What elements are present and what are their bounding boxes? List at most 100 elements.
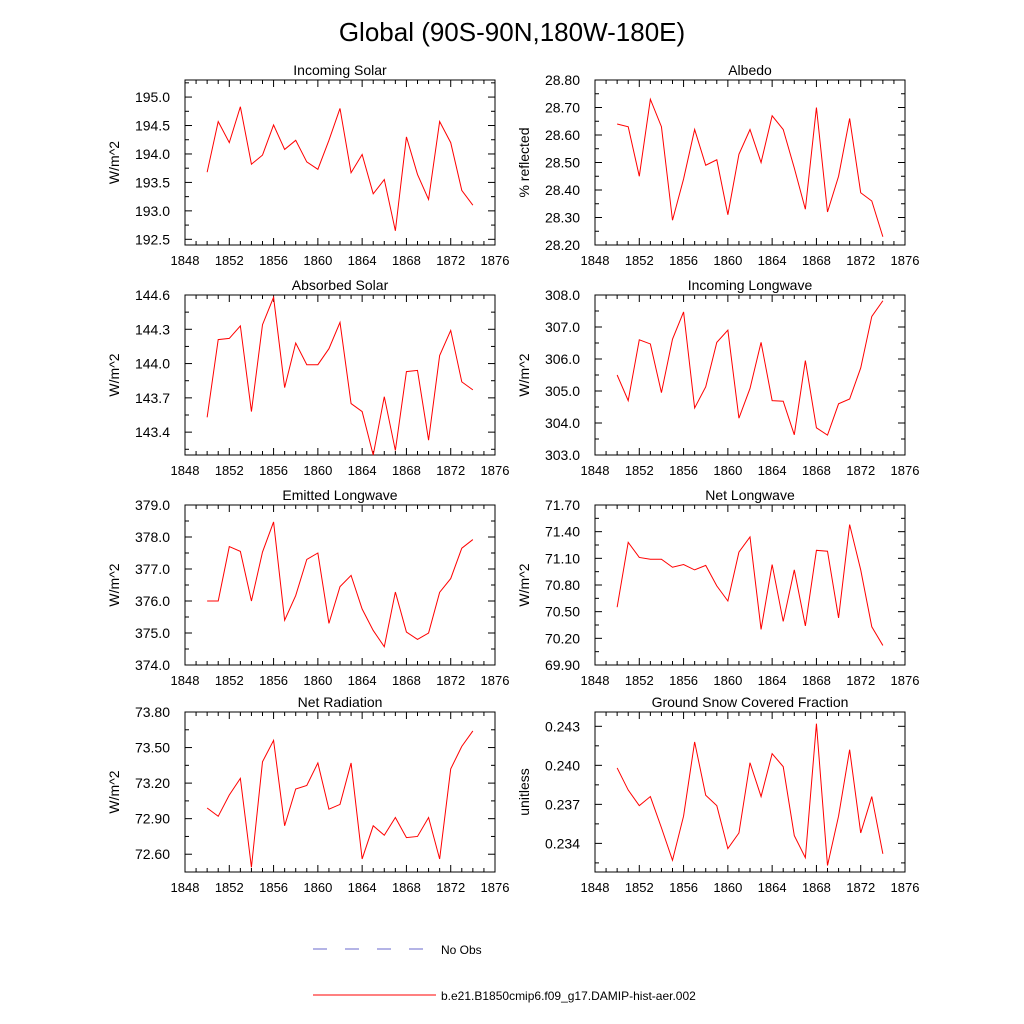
x-tick-label: 1860 [303,880,332,895]
y-tick-label: 376.0 [135,593,170,609]
series-line [617,97,884,237]
x-tick-label: 1876 [481,673,510,688]
y-tick-label: 307.0 [545,319,580,335]
y-tick-label: 28.70 [545,100,580,116]
x-tick-label: 1868 [802,880,831,895]
x-tick-label: 1872 [436,253,465,268]
x-tick-label: 1868 [802,673,831,688]
series-line [616,723,884,866]
chart-panels: Incoming Solar W/m^2 1848 1852 1856 1860 1864 1… [106,62,919,895]
plot-frame [184,79,496,246]
y-axis-label: W/m^2 [106,770,122,813]
y-tick-label: 377.0 [135,561,170,577]
y-axis-label: W/m^2 [106,563,122,606]
y-tick-label: 375.0 [135,625,170,641]
x-tick-label: 1864 [758,673,787,688]
chart-panel: Ground Snow Covered Fraction unitless 1848… [516,694,919,895]
x-tick-label: 1848 [581,463,610,478]
x-tick-label: 1856 [259,253,288,268]
y-tick-label: 71.70 [545,497,580,513]
chart-panel: Albedo % reflected 1848 1852 1856 1860 1864 186… [516,62,919,268]
y-tick-label: 70.20 [545,630,580,646]
y-axis-label: unitless [516,768,532,815]
y-tick-label: 144.0 [135,356,170,372]
plot-frame [594,711,906,873]
x-tick-label: 1860 [713,463,742,478]
chart-panel: Incoming Solar W/m^2 1848 1852 1856 1860 1864 1… [106,62,509,268]
x-tick-label: 1852 [625,253,654,268]
y-tick-label: 143.4 [135,424,170,440]
x-tick-label: 1860 [303,463,332,478]
panel-title: Incoming Solar [293,62,387,78]
x-tick-label: 1868 [392,463,421,478]
x-tick-label: 1876 [481,463,510,478]
x-tick-label: 1856 [259,463,288,478]
legend-no-obs-label: No Obs [441,943,482,957]
x-tick-label: 1872 [436,463,465,478]
x-tick-label: 1876 [481,880,510,895]
y-tick-label: 304.0 [545,415,580,431]
x-tick-label: 1852 [625,673,654,688]
series-line [206,295,474,456]
x-tick-label: 1868 [392,253,421,268]
y-tick-label: 73.20 [135,775,170,791]
x-tick-label: 1856 [259,673,288,688]
y-tick-label: 69.90 [545,657,580,673]
y-axis-label: W/m^2 [516,563,532,606]
x-tick-label: 1864 [348,880,377,895]
y-axis-label: W/m^2 [516,353,532,396]
x-tick-label: 1856 [669,673,698,688]
figure-title: Global (90S-90N,180W-180E) [339,17,685,47]
y-tick-label: 71.40 [545,524,580,540]
y-tick-label: 192.5 [135,231,170,247]
x-tick-label: 1852 [625,880,654,895]
y-tick-label: 72.90 [135,811,170,827]
y-axis-label: % reflected [516,127,532,197]
y-tick-label: 0.243 [545,718,580,734]
legend: No Obs b.e21.B1850cmip6.f09_g17.DAMIP-hi… [313,943,696,1003]
y-tick-label: 308.0 [545,287,580,303]
chart-panel: Net Longwave W/m^2 1848 1852 1856 1860 1864 186… [516,487,919,688]
x-tick-label: 1864 [348,463,377,478]
x-tick-label: 1868 [802,463,831,478]
x-tick-label: 1848 [171,673,200,688]
series-line [616,524,884,646]
y-tick-label: 379.0 [135,497,170,513]
panel-title: Net Longwave [705,487,795,503]
x-tick-label: 1864 [758,463,787,478]
x-tick-label: 1856 [669,253,698,268]
y-tick-label: 194.5 [135,118,170,134]
plot-frame [594,504,906,666]
y-tick-label: 73.80 [135,704,170,720]
plot-frame [184,294,496,456]
y-axis-label: W/m^2 [106,141,122,184]
x-tick-label: 1872 [846,253,875,268]
plot-frame [184,504,496,666]
x-tick-label: 1876 [891,253,920,268]
legend-model-label: b.e21.B1850cmip6.f09_g17.DAMIP-hist-aer.… [441,989,696,1003]
chart-panel: Net Radiation W/m^2 1848 1852 1856 1860 1864 18… [106,694,509,895]
x-tick-label: 1876 [891,463,920,478]
x-tick-label: 1864 [348,673,377,688]
x-tick-label: 1852 [625,463,654,478]
x-tick-label: 1872 [846,880,875,895]
x-tick-label: 1860 [303,673,332,688]
y-tick-label: 378.0 [135,529,170,545]
y-tick-label: 0.237 [545,796,580,812]
y-tick-label: 374.0 [135,657,170,673]
panel-title: Absorbed Solar [292,277,389,293]
series-line [206,106,474,231]
x-tick-label: 1864 [758,253,787,268]
y-tick-label: 28.50 [545,155,580,171]
x-tick-label: 1876 [481,253,510,268]
panel-title: Emitted Longwave [282,487,397,503]
y-tick-label: 0.240 [545,757,580,773]
series-line [206,730,474,868]
x-tick-label: 1860 [713,673,742,688]
y-tick-label: 28.60 [545,127,580,143]
x-tick-label: 1860 [303,253,332,268]
x-tick-label: 1848 [171,880,200,895]
x-tick-label: 1856 [669,463,698,478]
x-tick-label: 1852 [215,463,244,478]
